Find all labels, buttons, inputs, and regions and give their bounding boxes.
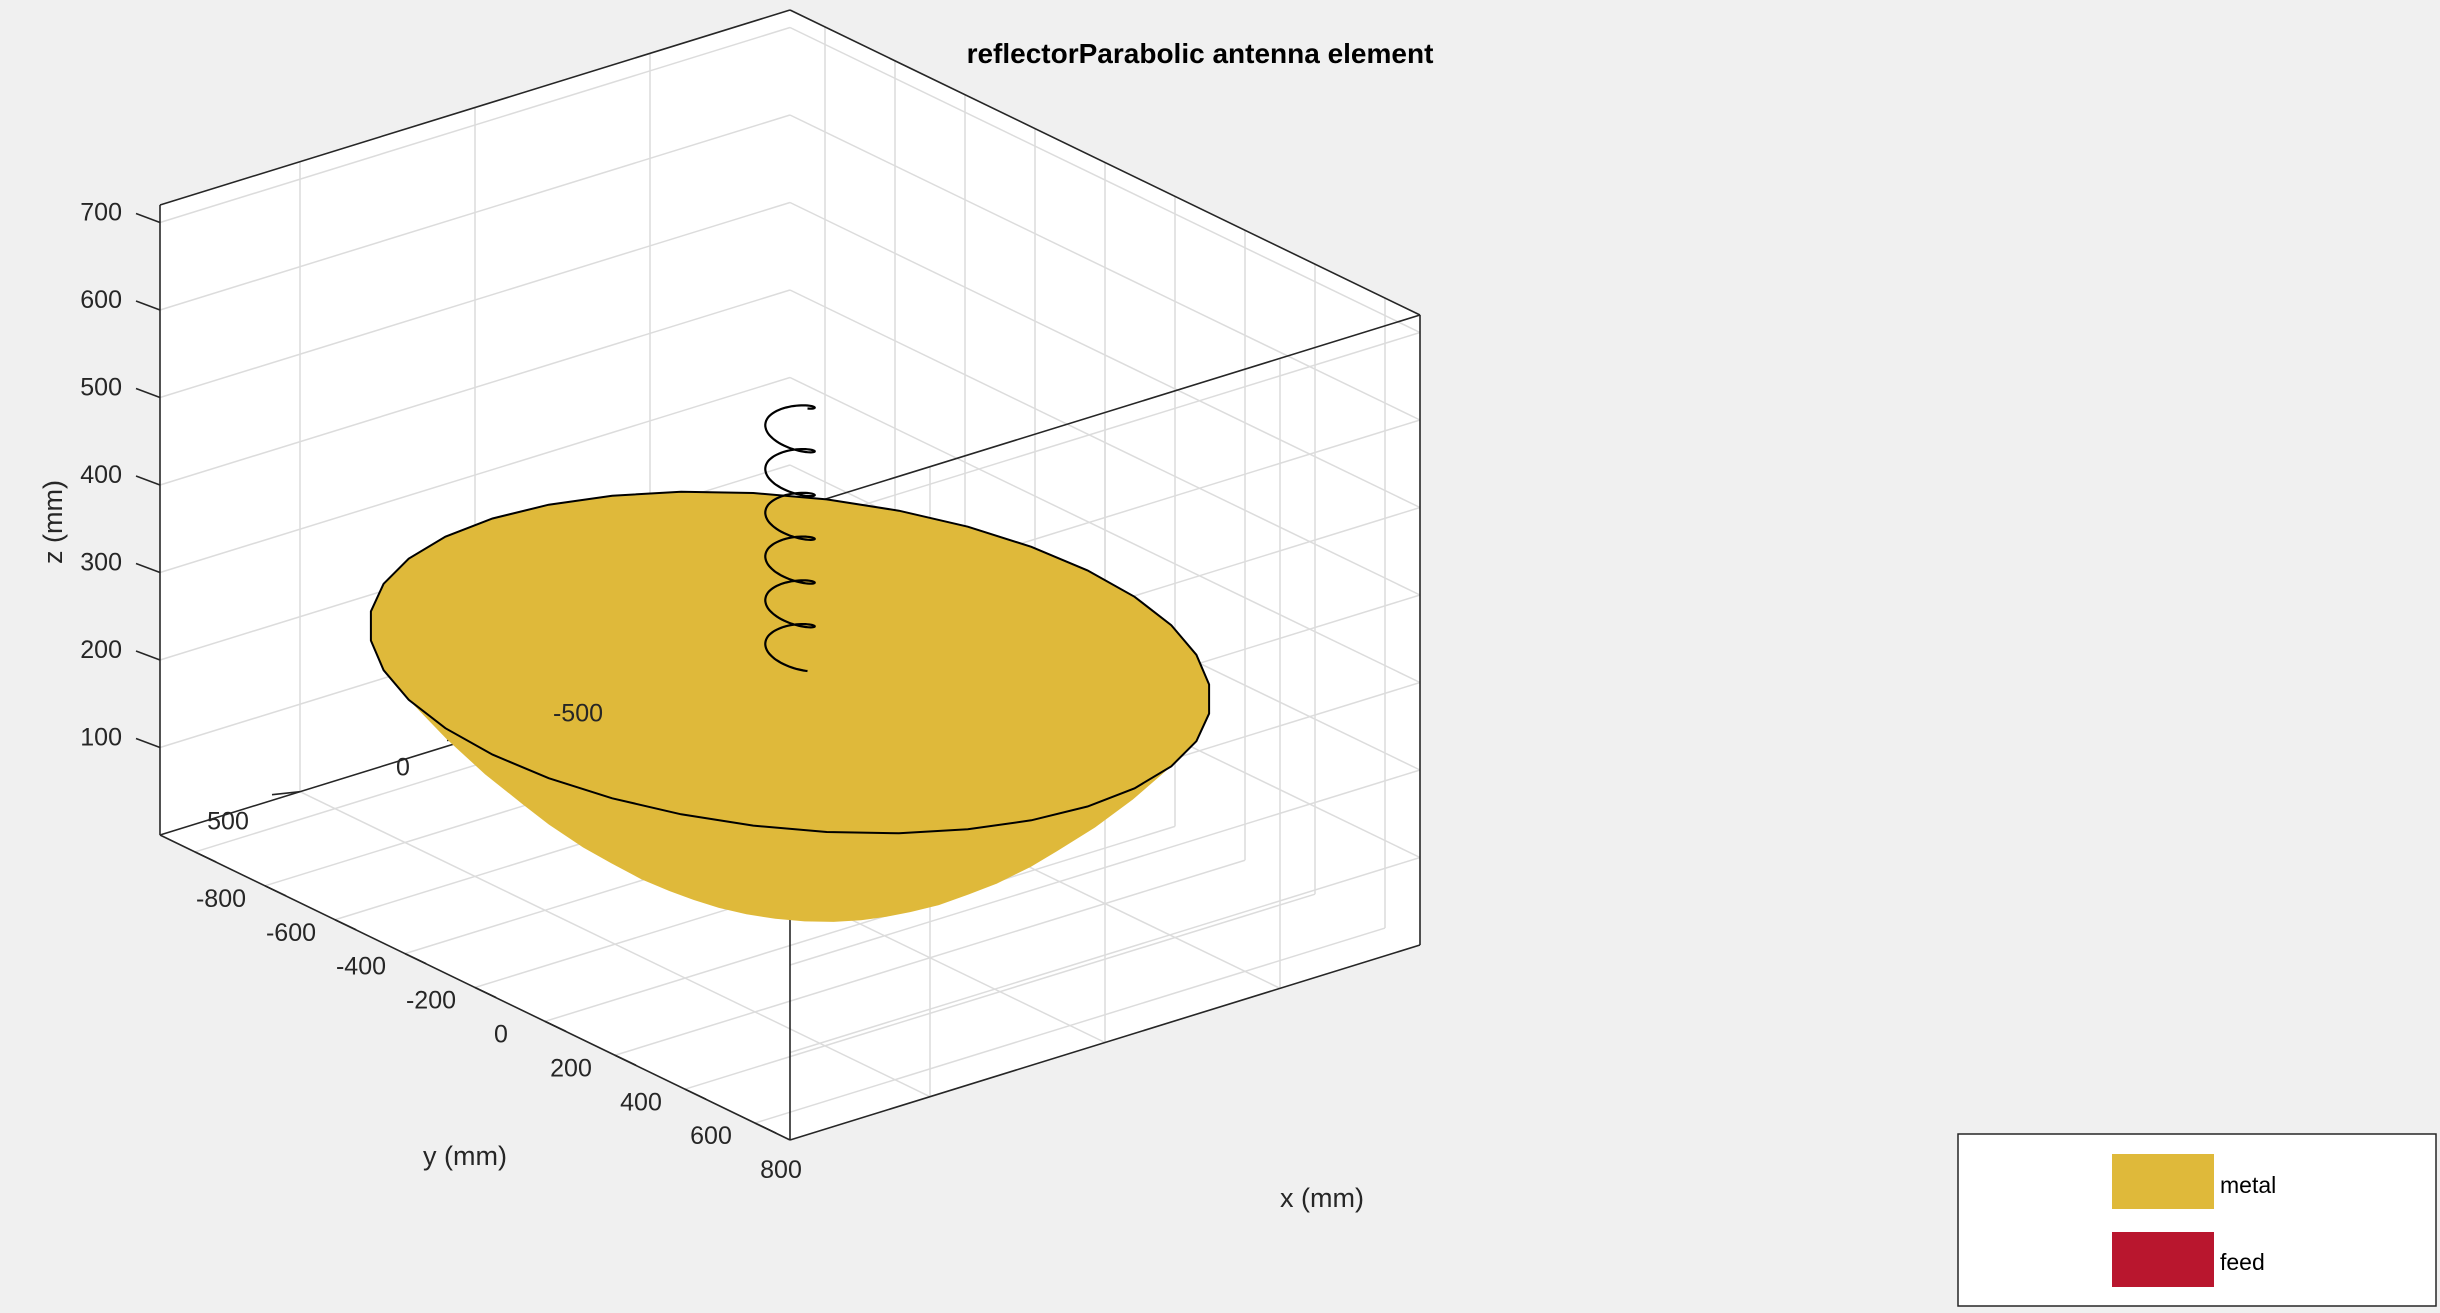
- grid-line-z: [159, 376, 791, 574]
- z-tick: [135, 475, 161, 486]
- y-tick-label: -500: [553, 699, 603, 727]
- z-tick-label: 500: [80, 374, 122, 402]
- axes-box-edge: [789, 9, 1421, 316]
- grid-line-z: [789, 331, 1421, 529]
- grid-line-z: [789, 769, 1421, 966]
- x-tick: [684, 1088, 707, 1100]
- x-tick-label: 0: [494, 1021, 508, 1049]
- legend: metal feed: [1957, 1133, 2437, 1307]
- x-tick-label: 200: [550, 1054, 592, 1082]
- axes-box-edge: [159, 9, 791, 206]
- x-tick: [614, 1054, 637, 1067]
- y-tick-label: 0: [396, 754, 410, 782]
- x-tick: [404, 952, 427, 965]
- x-tick: [474, 986, 497, 999]
- grid-line-z: [789, 26, 1421, 334]
- x-tick: [544, 1020, 567, 1033]
- x-tick-label: -600: [266, 919, 316, 947]
- z-tick-label: 200: [80, 636, 122, 664]
- grid-line-z: [789, 201, 1421, 509]
- x-tick-label: 600: [690, 1122, 732, 1150]
- x-tick-label: -400: [336, 953, 386, 981]
- z-tick: [135, 212, 161, 224]
- z-tick: [135, 737, 161, 749]
- grid-line-y: [299, 790, 931, 1098]
- reflector-surface: [369, 490, 1211, 922]
- x-tick: [194, 851, 217, 863]
- z-tick-labels: 100 200 300 400 500 600 700: [80, 199, 122, 752]
- grid-line-z: [789, 376, 1421, 684]
- grid-line-z: [789, 856, 1421, 1054]
- z-axis-label: z (mm): [38, 480, 68, 564]
- legend-swatch-metal: [2112, 1154, 2214, 1209]
- x-tick: [754, 1122, 777, 1134]
- y-tick-label: 500: [207, 808, 249, 836]
- z-tick-label: 600: [80, 286, 122, 314]
- legend-label-metal: metal: [2220, 1172, 2276, 1198]
- chart-title: reflectorParabolic antenna element: [967, 38, 1434, 69]
- z-tick: [135, 562, 161, 574]
- x-axis-label: x (mm): [1280, 1183, 1364, 1213]
- z-tick-label: 100: [80, 724, 122, 752]
- grid-line-z: [789, 114, 1421, 421]
- z-tick-label: 400: [80, 461, 122, 489]
- y-axis-label: y (mm): [423, 1141, 507, 1171]
- grid-line-z: [159, 26, 791, 224]
- z-tick-label: 700: [80, 199, 122, 227]
- legend-swatch-feed: [2112, 1232, 2214, 1287]
- x-tick-label: 800: [760, 1156, 802, 1184]
- x-tick-label: -200: [406, 987, 456, 1015]
- z-tick: [135, 650, 161, 661]
- x-tick: [334, 918, 357, 931]
- z-tick-label: 300: [80, 549, 122, 577]
- x-tick: [264, 885, 287, 897]
- grid-line-z: [159, 289, 791, 486]
- z-tick: [135, 387, 161, 399]
- axes-box-edge: [789, 314, 1421, 511]
- x-tick-label: 400: [620, 1088, 662, 1116]
- grid-line-z: [159, 201, 791, 399]
- grid-line-z: [159, 114, 791, 311]
- x-tick-labels: -800 -600 -400 -200 0 200 400 600 800: [196, 885, 802, 1184]
- z-tick: [135, 300, 161, 311]
- y-tick: [271, 790, 301, 796]
- axes-box-edge: [789, 944, 1421, 1141]
- reflector-rim: [369, 490, 1211, 835]
- y-tick-labels: 500 0 -500: [207, 699, 603, 835]
- legend-label-feed: feed: [2220, 1249, 2265, 1275]
- grid-line-z: [789, 289, 1421, 596]
- helix-feed: [764, 404, 816, 673]
- x-tick-label: -800: [196, 885, 246, 913]
